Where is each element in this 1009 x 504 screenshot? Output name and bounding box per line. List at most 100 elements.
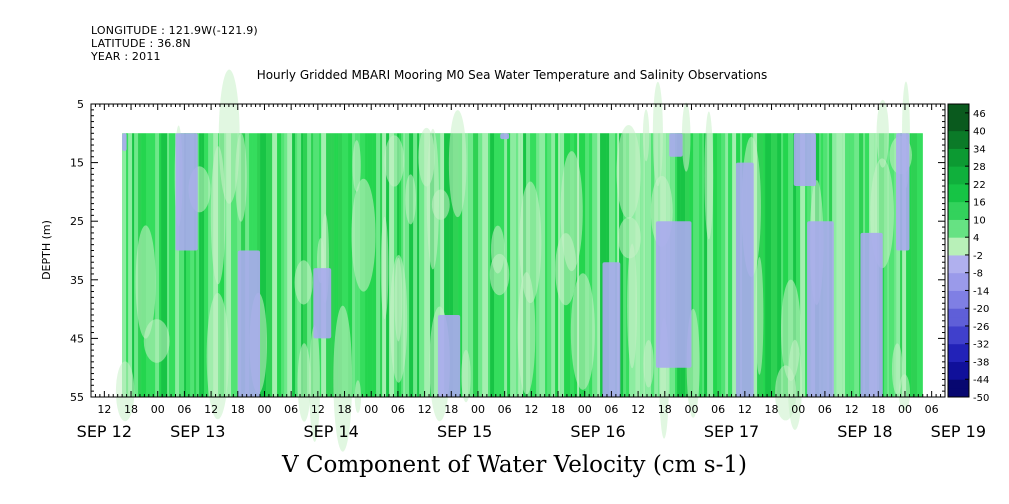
x-day-label: SEP 16 <box>570 422 625 441</box>
colorbar-swatch <box>948 272 969 283</box>
negative-band <box>122 133 127 151</box>
colorbar-swatch <box>948 219 969 229</box>
colorbar-swatch <box>948 121 969 132</box>
colorbar-swatch <box>948 263 969 274</box>
x-day-label: SEP 17 <box>704 422 759 441</box>
colorbar-swatch <box>948 281 969 291</box>
x-hour-tick-label: 00 <box>471 403 485 416</box>
colorbar-swatch <box>948 325 969 336</box>
x-hour-tick-label: 12 <box>204 403 218 416</box>
x-hour-tick-label: 00 <box>898 403 912 416</box>
x-hour-tick-label: 00 <box>578 403 592 416</box>
x-hour-tick-label: 12 <box>311 403 325 416</box>
y-axis-label: DEPTH (m) <box>40 220 53 280</box>
negative-band <box>735 162 754 397</box>
x-hour-tick-label: 00 <box>151 403 165 416</box>
x-hour-tick-label: 18 <box>765 403 779 416</box>
colorbar-swatch <box>948 148 969 158</box>
x-hour-tick-label: 18 <box>231 403 245 416</box>
x-hour-tick-label: 06 <box>604 403 618 416</box>
colorbar-label: 22 <box>973 180 986 191</box>
colorbar-label: -32 <box>973 340 989 351</box>
colorbar-label: 16 <box>973 198 986 209</box>
x-day-label: SEP 13 <box>170 422 225 441</box>
colorbar-label: 4 <box>973 233 979 244</box>
colorbar-swatch <box>948 192 969 203</box>
negative-band <box>896 133 910 251</box>
x-hour-tick-label: 00 <box>791 403 805 416</box>
y-tick-label: 15 <box>70 157 84 170</box>
colorbar-label: -20 <box>973 304 989 315</box>
x-hour-tick-label: 06 <box>925 403 939 416</box>
negative-band <box>437 314 461 397</box>
colorbar-label: -50 <box>973 393 989 404</box>
colorbar-label: -38 <box>973 357 989 368</box>
colorbar-swatch <box>948 112 969 123</box>
y-tick-label: 5 <box>77 98 84 111</box>
y-axis: 5 15 25 35 45 55 <box>70 98 945 404</box>
colorbar-label: -26 <box>973 322 989 333</box>
longitude-label: LONGITUDE : 121.9W(-121.9) <box>91 24 258 37</box>
y-tick-label: 35 <box>70 274 84 287</box>
colorbar-swatch <box>948 139 969 149</box>
year-label: YEAR : 2011 <box>91 50 161 63</box>
colorbar-swatch <box>948 388 969 398</box>
x-hour-tick-label: 06 <box>498 403 512 416</box>
colorbar-swatch <box>948 317 969 327</box>
x-hour-tick-label: 18 <box>551 403 565 416</box>
colorbar-swatch <box>948 175 969 185</box>
colorbar-label: -2 <box>973 251 983 262</box>
x-hour-tick-label: 12 <box>845 403 859 416</box>
x-hour-tick-label: 06 <box>711 403 725 416</box>
x-hour-tick-label: 18 <box>444 403 458 416</box>
colorbar-label: -44 <box>973 375 989 386</box>
colorbar-swatch <box>948 166 969 176</box>
colorbar-swatch <box>948 228 969 238</box>
x-hour-tick-label: 12 <box>738 403 752 416</box>
x-day-label: SEP 18 <box>837 422 892 441</box>
negative-band <box>175 133 198 251</box>
negative-band <box>602 262 621 397</box>
colorbar-swatch <box>948 370 969 380</box>
colorbar-swatch <box>948 308 969 318</box>
chart-title: Hourly Gridded MBARI Mooring M0 Sea Wate… <box>256 68 768 82</box>
x-hour-tick-label: 06 <box>177 403 191 416</box>
x-hour-tick-label: 06 <box>391 403 405 416</box>
y-tick-label: 25 <box>70 215 84 228</box>
x-axis: 12 18 00 06 12 18 00 06 12 18 00 06 12 18 00 06 12 18 00 06… <box>77 104 986 441</box>
x-hour-tick-label: 12 <box>97 403 111 416</box>
latitude-label: LATITUDE : 36.8N <box>91 37 191 50</box>
colorbar-swatch <box>948 290 969 300</box>
negative-band <box>500 133 510 140</box>
x-hour-tick-label: 18 <box>124 403 138 416</box>
colorbar-swatch <box>948 334 969 345</box>
colorbar-swatch <box>948 237 969 247</box>
x-hour-tick-label: 00 <box>684 403 698 416</box>
x-hour-tick-label: 12 <box>524 403 538 416</box>
colorbar-swatch <box>948 379 969 389</box>
negative-band <box>860 232 883 397</box>
colorbar-swatch <box>948 352 969 362</box>
negative-band <box>807 221 834 397</box>
x-hour-tick-label: 12 <box>418 403 432 416</box>
colorbar-label: 34 <box>973 144 986 155</box>
x-hour-tick-label: 06 <box>284 403 298 416</box>
colorbar-swatch <box>948 183 969 194</box>
x-hour-tick-label: 00 <box>364 403 378 416</box>
colorbar-swatch <box>948 210 969 220</box>
negative-band <box>237 250 261 397</box>
colorbar-swatch <box>948 201 969 212</box>
colorbar: 46 40 34 28 22 16 10 4 -2 -8 -14 -20 -26 -32 -38 -44 -50 <box>947 103 989 404</box>
x-hour-tick-label: 00 <box>257 403 271 416</box>
colorbar-swatch <box>948 343 969 354</box>
x-hour-tick-label: 18 <box>871 403 885 416</box>
x-hour-tick-label: 18 <box>338 403 352 416</box>
colorbar-swatch <box>948 254 969 265</box>
x-day-label: SEP 12 <box>77 422 132 441</box>
colorbar-border <box>947 103 970 398</box>
colorbar-swatch <box>948 246 969 256</box>
negative-band <box>655 221 692 368</box>
x-hour-tick-label: 06 <box>818 403 832 416</box>
heatmap-field <box>115 69 923 452</box>
